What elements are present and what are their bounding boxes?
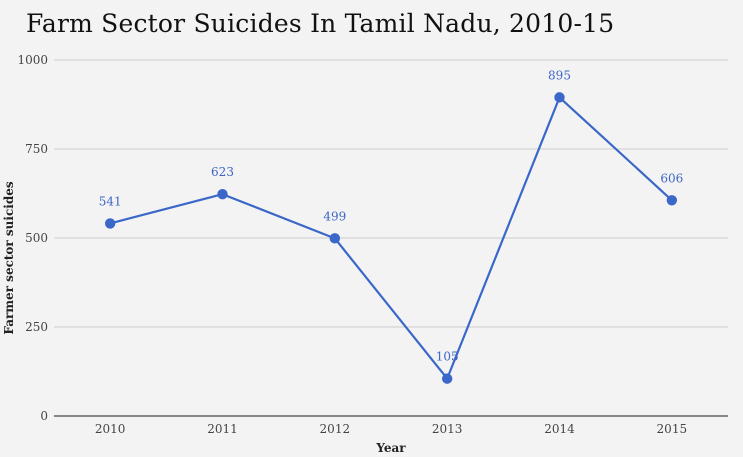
- series-line: [109, 96, 673, 380]
- data-label: 895: [548, 68, 571, 82]
- data-points: [104, 92, 678, 384]
- data-labels: 541 623 499 105 895 606: [99, 68, 684, 363]
- y-tick-label: 0: [40, 409, 48, 423]
- x-axis-title: Year: [375, 441, 406, 455]
- x-tick-label: 2013: [432, 422, 463, 436]
- x-tick-label: 2014: [544, 422, 575, 436]
- data-label: 499: [323, 209, 346, 223]
- x-tick-label: 2012: [320, 422, 351, 436]
- data-point: [329, 233, 341, 244]
- y-axis-ticks: 0 250 500 750 1000: [17, 53, 48, 423]
- data-point: [441, 373, 453, 384]
- data-point: [217, 189, 228, 200]
- data-point: [554, 92, 565, 103]
- data-point: [666, 195, 678, 206]
- gridlines: [54, 59, 728, 417]
- series-line-layer: [109, 96, 673, 380]
- data-label: 541: [99, 194, 122, 208]
- y-axis-title: Farmer sector suicides: [2, 181, 16, 334]
- x-axis-ticks: 2010 2011 2012 2013 2014 2015: [95, 422, 687, 436]
- y-tick-label: 250: [25, 320, 48, 334]
- data-point: [104, 218, 116, 229]
- y-tick-label: 500: [25, 231, 48, 245]
- y-tick-label: 1000: [17, 53, 48, 67]
- x-tick-label: 2010: [95, 422, 126, 436]
- y-tick-label: 750: [25, 142, 48, 156]
- x-tick-label: 2011: [207, 422, 238, 436]
- data-label: 623: [211, 165, 234, 179]
- data-label: 105: [436, 350, 459, 364]
- data-label: 606: [660, 171, 683, 185]
- x-tick-label: 2015: [657, 422, 688, 436]
- chart-title: Farm Sector Suicides In Tamil Nadu, 2010…: [26, 9, 615, 38]
